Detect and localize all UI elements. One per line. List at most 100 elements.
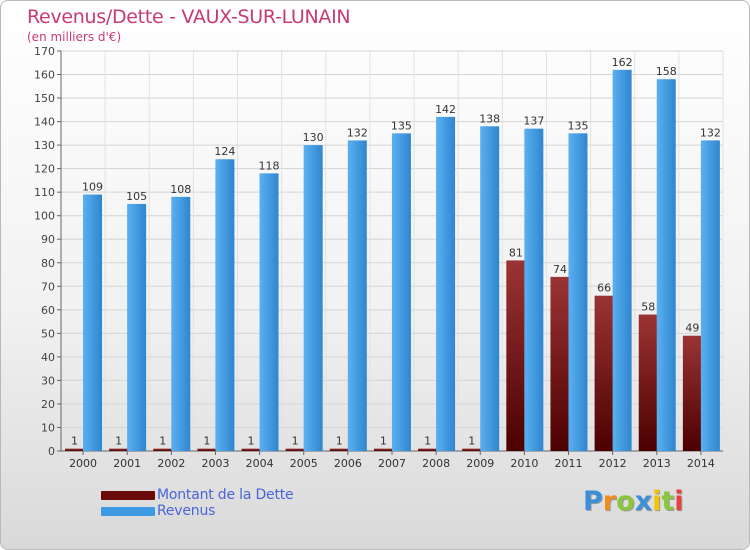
bar-dette (373, 448, 393, 451)
bar-dette (462, 448, 482, 451)
data-label-revenus: 132 (700, 126, 721, 139)
bar-revenus (347, 140, 367, 452)
proxiti-logo: Proxiti (583, 486, 684, 517)
bar-dette (418, 448, 438, 451)
data-label-revenus: 135 (567, 119, 588, 132)
data-label-revenus: 109 (82, 181, 103, 194)
data-label-revenus: 162 (612, 56, 633, 69)
x-tick-label: 2001 (113, 457, 141, 470)
data-label-revenus: 135 (391, 119, 412, 132)
x-tick-label: 2000 (69, 457, 97, 470)
data-label-revenus: 130 (303, 131, 324, 144)
y-tick-label: 90 (41, 233, 55, 246)
data-label-dette: 58 (641, 301, 655, 314)
data-label-dette: 1 (380, 435, 387, 448)
data-label-revenus: 158 (656, 65, 677, 78)
data-label-revenus: 137 (523, 115, 544, 128)
data-label-revenus: 142 (435, 103, 456, 116)
y-tick-label: 50 (41, 327, 55, 340)
data-label-dette: 1 (115, 435, 122, 448)
bar-revenus (171, 196, 191, 451)
bar-revenus (259, 173, 279, 451)
bars (65, 69, 720, 452)
data-label-dette: 1 (468, 435, 475, 448)
legend-swatch-revenus (101, 506, 155, 516)
chart-title: Revenus/Dette - VAUX-SUR-LUNAIN (27, 6, 351, 28)
bar-dette (285, 448, 305, 451)
bar-dette (109, 448, 129, 451)
logo-letter: x (634, 486, 653, 517)
data-label-dette: 1 (248, 435, 255, 448)
bar-dette (197, 448, 217, 451)
data-label-revenus: 118 (259, 159, 280, 172)
legend-label-revenus: Revenus (157, 503, 216, 519)
data-label-dette: 1 (424, 435, 431, 448)
legend-item-dette: Montant de la Dette (101, 487, 294, 503)
x-tick-label: 2011 (555, 457, 583, 470)
data-label-revenus: 105 (126, 190, 147, 203)
bar-dette (329, 448, 349, 451)
data-label-dette: 49 (685, 322, 699, 335)
y-tick-label: 60 (41, 304, 55, 317)
x-tick-label: 2006 (334, 457, 362, 470)
x-tick-label: 2005 (290, 457, 318, 470)
y-tick-label: 110 (34, 186, 55, 199)
y-tick-label: 0 (48, 445, 55, 458)
bar-dette (682, 335, 702, 451)
data-label-dette: 66 (597, 282, 611, 295)
chart-subtitle: (en milliers d'€) (27, 30, 122, 44)
x-tick-label: 2002 (157, 457, 185, 470)
data-label-revenus: 132 (347, 126, 368, 139)
x-tick-label: 2003 (201, 457, 229, 470)
x-tick-label: 2007 (378, 457, 406, 470)
data-label-dette: 1 (336, 435, 343, 448)
y-tick-label: 100 (34, 210, 55, 223)
bar-revenus (568, 133, 588, 451)
x-tick-label: 2014 (687, 457, 715, 470)
data-label-dette: 74 (553, 263, 567, 276)
bar-dette (153, 448, 173, 451)
data-label-revenus: 138 (479, 112, 500, 125)
data-label-dette: 1 (292, 435, 299, 448)
bar-dette (550, 276, 570, 451)
logo-letter: t (661, 486, 675, 517)
bar-revenus (391, 133, 411, 451)
bar-revenus (700, 140, 720, 452)
legend: Montant de la Dette Revenus (101, 487, 294, 519)
y-tick-label: 140 (34, 116, 55, 129)
logo-letter: i (652, 486, 662, 517)
bar-revenus (215, 159, 235, 451)
logo-letter: P (583, 486, 603, 517)
logo-letter: r (602, 486, 617, 517)
data-label-revenus: 124 (214, 145, 235, 158)
y-tick-label: 120 (34, 163, 55, 176)
x-tick-label: 2010 (510, 457, 538, 470)
data-label-dette: 1 (71, 435, 78, 448)
logo-letter: o (616, 486, 635, 517)
bar-dette (506, 260, 526, 451)
bar-dette (638, 314, 658, 451)
y-tick-label: 20 (41, 398, 55, 411)
x-tick-label: 2008 (422, 457, 450, 470)
x-tick-label: 2009 (466, 457, 494, 470)
y-tick-label: 30 (41, 374, 55, 387)
data-label-dette: 1 (159, 435, 166, 448)
bar-revenus (127, 203, 147, 451)
data-label-dette: 1 (203, 435, 210, 448)
data-label-dette: 81 (509, 246, 523, 259)
legend-swatch-dette (101, 490, 155, 500)
bar-dette (594, 295, 614, 451)
legend-item-revenus: Revenus (101, 503, 293, 519)
x-tick-label: 2013 (643, 457, 671, 470)
y-tick-label: 150 (34, 92, 55, 105)
bar-dette (65, 448, 84, 451)
bar-revenus (436, 116, 456, 451)
bar-revenus (656, 79, 676, 451)
y-tick-label: 70 (41, 280, 55, 293)
y-tick-label: 170 (34, 45, 55, 58)
y-tick-label: 160 (34, 69, 55, 82)
y-tick-label: 10 (41, 421, 55, 434)
data-labels: 1 109 1 105 1 108 1 124 1 118 1 130 1 132 1 135 1 142 1 138… (71, 56, 721, 448)
